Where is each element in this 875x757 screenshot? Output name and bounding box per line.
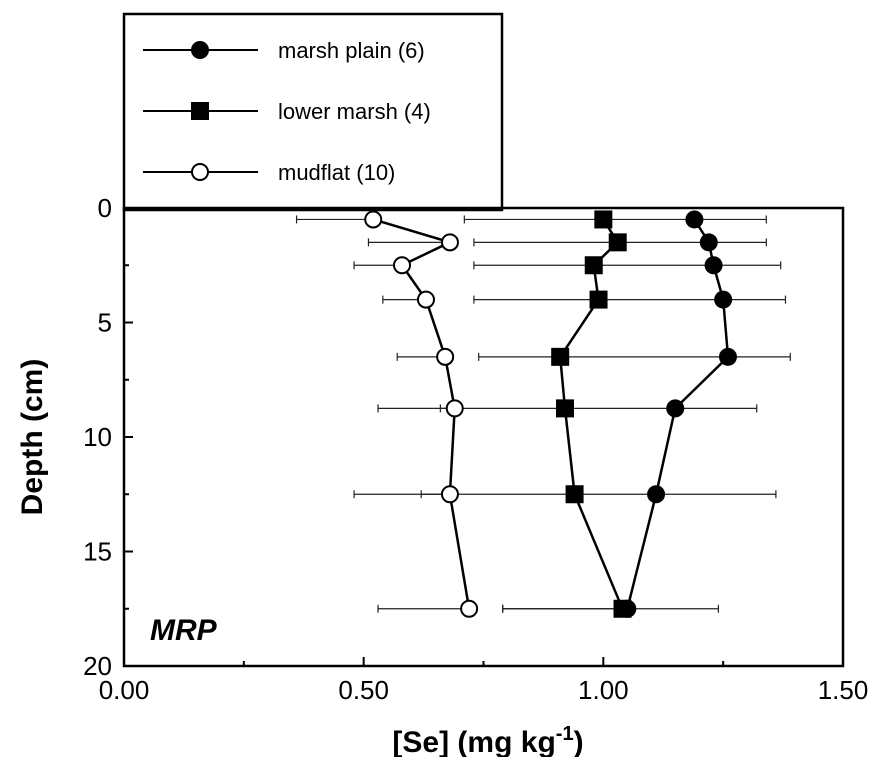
legend-entry-mudflat: mudflat (10) bbox=[143, 160, 395, 185]
data-point bbox=[364, 210, 383, 229]
legend-label-marsh-plain: marsh plain (6) bbox=[278, 38, 425, 63]
y-tick-label: 0 bbox=[98, 193, 112, 223]
legend-label-lower-marsh: lower marsh (4) bbox=[278, 99, 431, 124]
data-point bbox=[565, 485, 584, 504]
data-point bbox=[594, 210, 613, 229]
data-point bbox=[685, 210, 704, 229]
data-series bbox=[295, 210, 791, 618]
y-tick-label: 10 bbox=[83, 422, 112, 452]
data-point bbox=[584, 256, 603, 275]
data-point bbox=[393, 256, 412, 275]
y-tick-label: 15 bbox=[83, 537, 112, 567]
data-point bbox=[436, 347, 455, 366]
data-point bbox=[714, 290, 733, 309]
data-point bbox=[666, 399, 685, 418]
data-point bbox=[608, 233, 627, 252]
x-axis-title: [Se] (mg kg-1) bbox=[392, 723, 583, 757]
data-point bbox=[551, 347, 570, 366]
x-tick-label: 1.00 bbox=[578, 675, 629, 705]
x-axis-ticks: 0.00 0.50 1.00 1.50 bbox=[99, 657, 869, 705]
data-point bbox=[704, 256, 723, 275]
data-point bbox=[440, 485, 459, 504]
x-axis-title-superscript: -1 bbox=[556, 723, 574, 745]
site-annotation: MRP bbox=[150, 614, 218, 647]
data-point bbox=[555, 399, 574, 418]
data-point bbox=[445, 399, 464, 418]
data-point bbox=[647, 485, 666, 504]
data-point bbox=[440, 233, 459, 252]
data-point bbox=[618, 599, 637, 618]
x-tick-label: 0.50 bbox=[338, 675, 389, 705]
x-tick-label: 0.00 bbox=[99, 675, 150, 705]
data-point bbox=[416, 290, 435, 309]
x-axis-title-close: ) bbox=[574, 726, 584, 757]
x-tick-label: 1.50 bbox=[818, 675, 869, 705]
y-axis-ticks: 0 5 10 15 20 bbox=[83, 193, 133, 681]
data-point bbox=[589, 290, 608, 309]
y-tick-label: 20 bbox=[83, 651, 112, 681]
legend-entry-lower-marsh: lower marsh (4) bbox=[143, 99, 431, 124]
data-point bbox=[699, 233, 718, 252]
data-point bbox=[460, 599, 479, 618]
y-axis-title: Depth (cm) bbox=[16, 359, 49, 516]
legend: marsh plain (6) lower marsh (4) mudflat … bbox=[122, 12, 504, 212]
legend-label-mudflat: mudflat (10) bbox=[278, 160, 395, 185]
plot-area bbox=[122, 206, 845, 668]
legend-entry-marsh-plain: marsh plain (6) bbox=[143, 38, 425, 63]
y-tick-label: 5 bbox=[98, 308, 112, 338]
x-axis-title-main: [Se] (mg kg bbox=[392, 726, 555, 757]
data-point bbox=[718, 347, 737, 366]
